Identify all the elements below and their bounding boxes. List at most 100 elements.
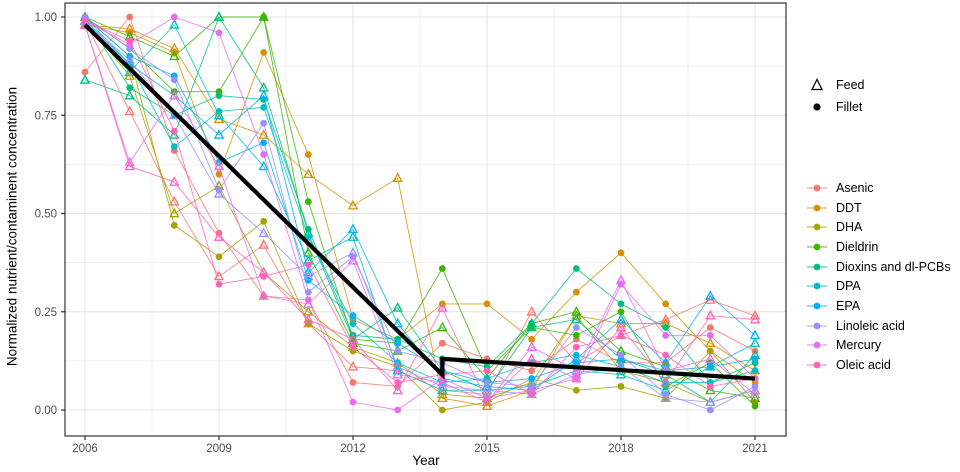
fillet-marker-circle — [572, 386, 580, 394]
feed-marker-triangle — [258, 227, 269, 237]
fillet-marker-circle — [170, 221, 178, 229]
y-axis-title: Normalized nutrient/contaminent concentr… — [4, 86, 20, 367]
feed-marker-triangle — [437, 321, 448, 332]
feed-marker-triangle — [169, 195, 180, 206]
series-line-feed-Dioxins and dl-PCBs — [84, 15, 756, 403]
fillet-marker-circle — [617, 300, 625, 308]
legend-item-mercury: Mercury — [804, 336, 951, 356]
fillet-marker-circle — [706, 347, 714, 355]
fillet-marker-circle — [170, 76, 178, 84]
feed-marker-triangle — [213, 160, 225, 171]
x-tick-label: 2021 — [742, 443, 768, 455]
fillet-marker-circle — [438, 339, 446, 347]
series-color-key-icon — [804, 200, 830, 216]
fillet-marker-circle — [260, 217, 268, 225]
x-tick-label: 2006 — [72, 443, 98, 455]
legend-label: EPA — [836, 298, 861, 313]
feed-marker-triangle — [392, 368, 403, 379]
feed-marker-triangle — [749, 309, 761, 320]
fillet-marker-circle — [126, 37, 134, 44]
series-color-key-icon — [804, 180, 830, 196]
fillet-marker-circle — [126, 13, 134, 21]
series-line-fillet-Asenic — [84, 16, 756, 387]
fillet-marker-circle — [617, 249, 625, 257]
feed-marker-triangle — [124, 89, 135, 100]
series-color-key-icon — [804, 298, 830, 314]
feed-marker-triangle — [437, 376, 448, 387]
series-line-feed-DDT — [84, 24, 756, 407]
fillet-marker-circle — [528, 320, 536, 327]
feed-marker-triangle — [258, 160, 269, 171]
fillet-marker-circle — [304, 261, 312, 268]
feed-marker-triangle — [213, 129, 225, 139]
fillet-marker-circle — [215, 92, 223, 99]
fillet-marker-circle — [260, 151, 268, 158]
legend-label: Dioxins and dl-PCBs — [836, 259, 951, 274]
fillet-marker-circle — [304, 276, 312, 284]
feed-marker-triangle — [347, 361, 359, 371]
feed-marker-triangle — [749, 388, 761, 399]
legend-item-dpa: DPA — [804, 276, 951, 296]
fillet-marker-circle — [349, 320, 357, 327]
color-legend: Asenic DDT DHA Dieldrin Dioxins and dl-PCBs D… — [804, 178, 951, 375]
feed-marker-triangle — [347, 199, 359, 210]
fillet-marker-circle — [170, 127, 178, 135]
y-tick-label: 0.75 — [35, 110, 57, 122]
feed-marker-triangle — [347, 254, 359, 265]
fillet-marker-circle — [394, 379, 402, 386]
feed-marker-triangle — [124, 105, 135, 116]
series-color-key-icon — [804, 259, 830, 275]
series-line-fillet-DHA — [84, 16, 756, 411]
feed-marker-triangle — [258, 290, 269, 300]
panel-border — [64, 2, 787, 437]
fillet-marker-circle — [215, 186, 223, 194]
feed-marker-triangle — [303, 168, 314, 179]
feed-marker-triangle — [303, 270, 314, 281]
fillet-marker-circle — [617, 280, 625, 288]
feed-marker-triangle — [526, 321, 537, 332]
fillet-marker-circle — [126, 84, 134, 92]
fillet-marker-circle — [751, 367, 759, 375]
feed-marker-triangle — [169, 129, 180, 139]
fillet-marker-circle — [260, 103, 268, 111]
series-color-key-icon — [804, 318, 830, 334]
series-color-key-icon — [804, 239, 830, 255]
fillet-marker-circle — [706, 383, 714, 390]
legend-item-ddt: DDT — [804, 198, 951, 218]
legend-label: Mercury — [836, 338, 882, 353]
fillet-marker-circle — [528, 375, 536, 382]
legend-item-dioxins-and-dl-pcbs: Dioxins and dl-PCBs — [804, 257, 951, 277]
feed-marker-triangle — [571, 372, 582, 383]
fillet-marker-circle — [349, 379, 357, 386]
feed-marker-triangle — [213, 11, 225, 21]
feed-marker-triangle — [660, 392, 671, 403]
fillet-marker-circle — [349, 343, 357, 351]
feed-marker-triangle — [705, 309, 716, 320]
feed-marker-triangle — [169, 176, 180, 186]
series-line-feed-Linoleic acid — [84, 20, 756, 403]
feed-marker-triangle — [392, 317, 403, 328]
fillet-marker-circle — [394, 406, 402, 414]
fillet-marker-circle — [706, 331, 714, 339]
feed-marker-triangle — [124, 160, 135, 171]
series-line-fillet-DDT — [84, 24, 756, 383]
fillet-marker-circle — [304, 151, 312, 158]
feed-marker-triangle — [660, 376, 671, 387]
fillet-marker-circle — [304, 233, 312, 241]
feed-marker-triangle — [213, 109, 225, 120]
feed-marker-triangle — [258, 89, 269, 100]
series-line-fillet-Dieldrin — [84, 15, 756, 407]
fillet-marker-circle — [304, 296, 312, 304]
legend-item-asenic: Asenic — [804, 178, 951, 198]
fillet-marker-circle — [304, 320, 312, 327]
fillet-marker-circle — [215, 253, 223, 261]
fillet-marker-circle — [483, 300, 491, 308]
fillet-marker-circle — [572, 343, 580, 351]
feed-marker-triangle — [526, 305, 537, 316]
feed-marker-triangle — [705, 396, 716, 406]
series-line-feed-Oleic acid — [84, 24, 756, 403]
feed-marker-triangle — [526, 353, 537, 363]
legend-label: Oleic acid — [836, 358, 891, 373]
series-color-key-icon — [804, 219, 830, 235]
